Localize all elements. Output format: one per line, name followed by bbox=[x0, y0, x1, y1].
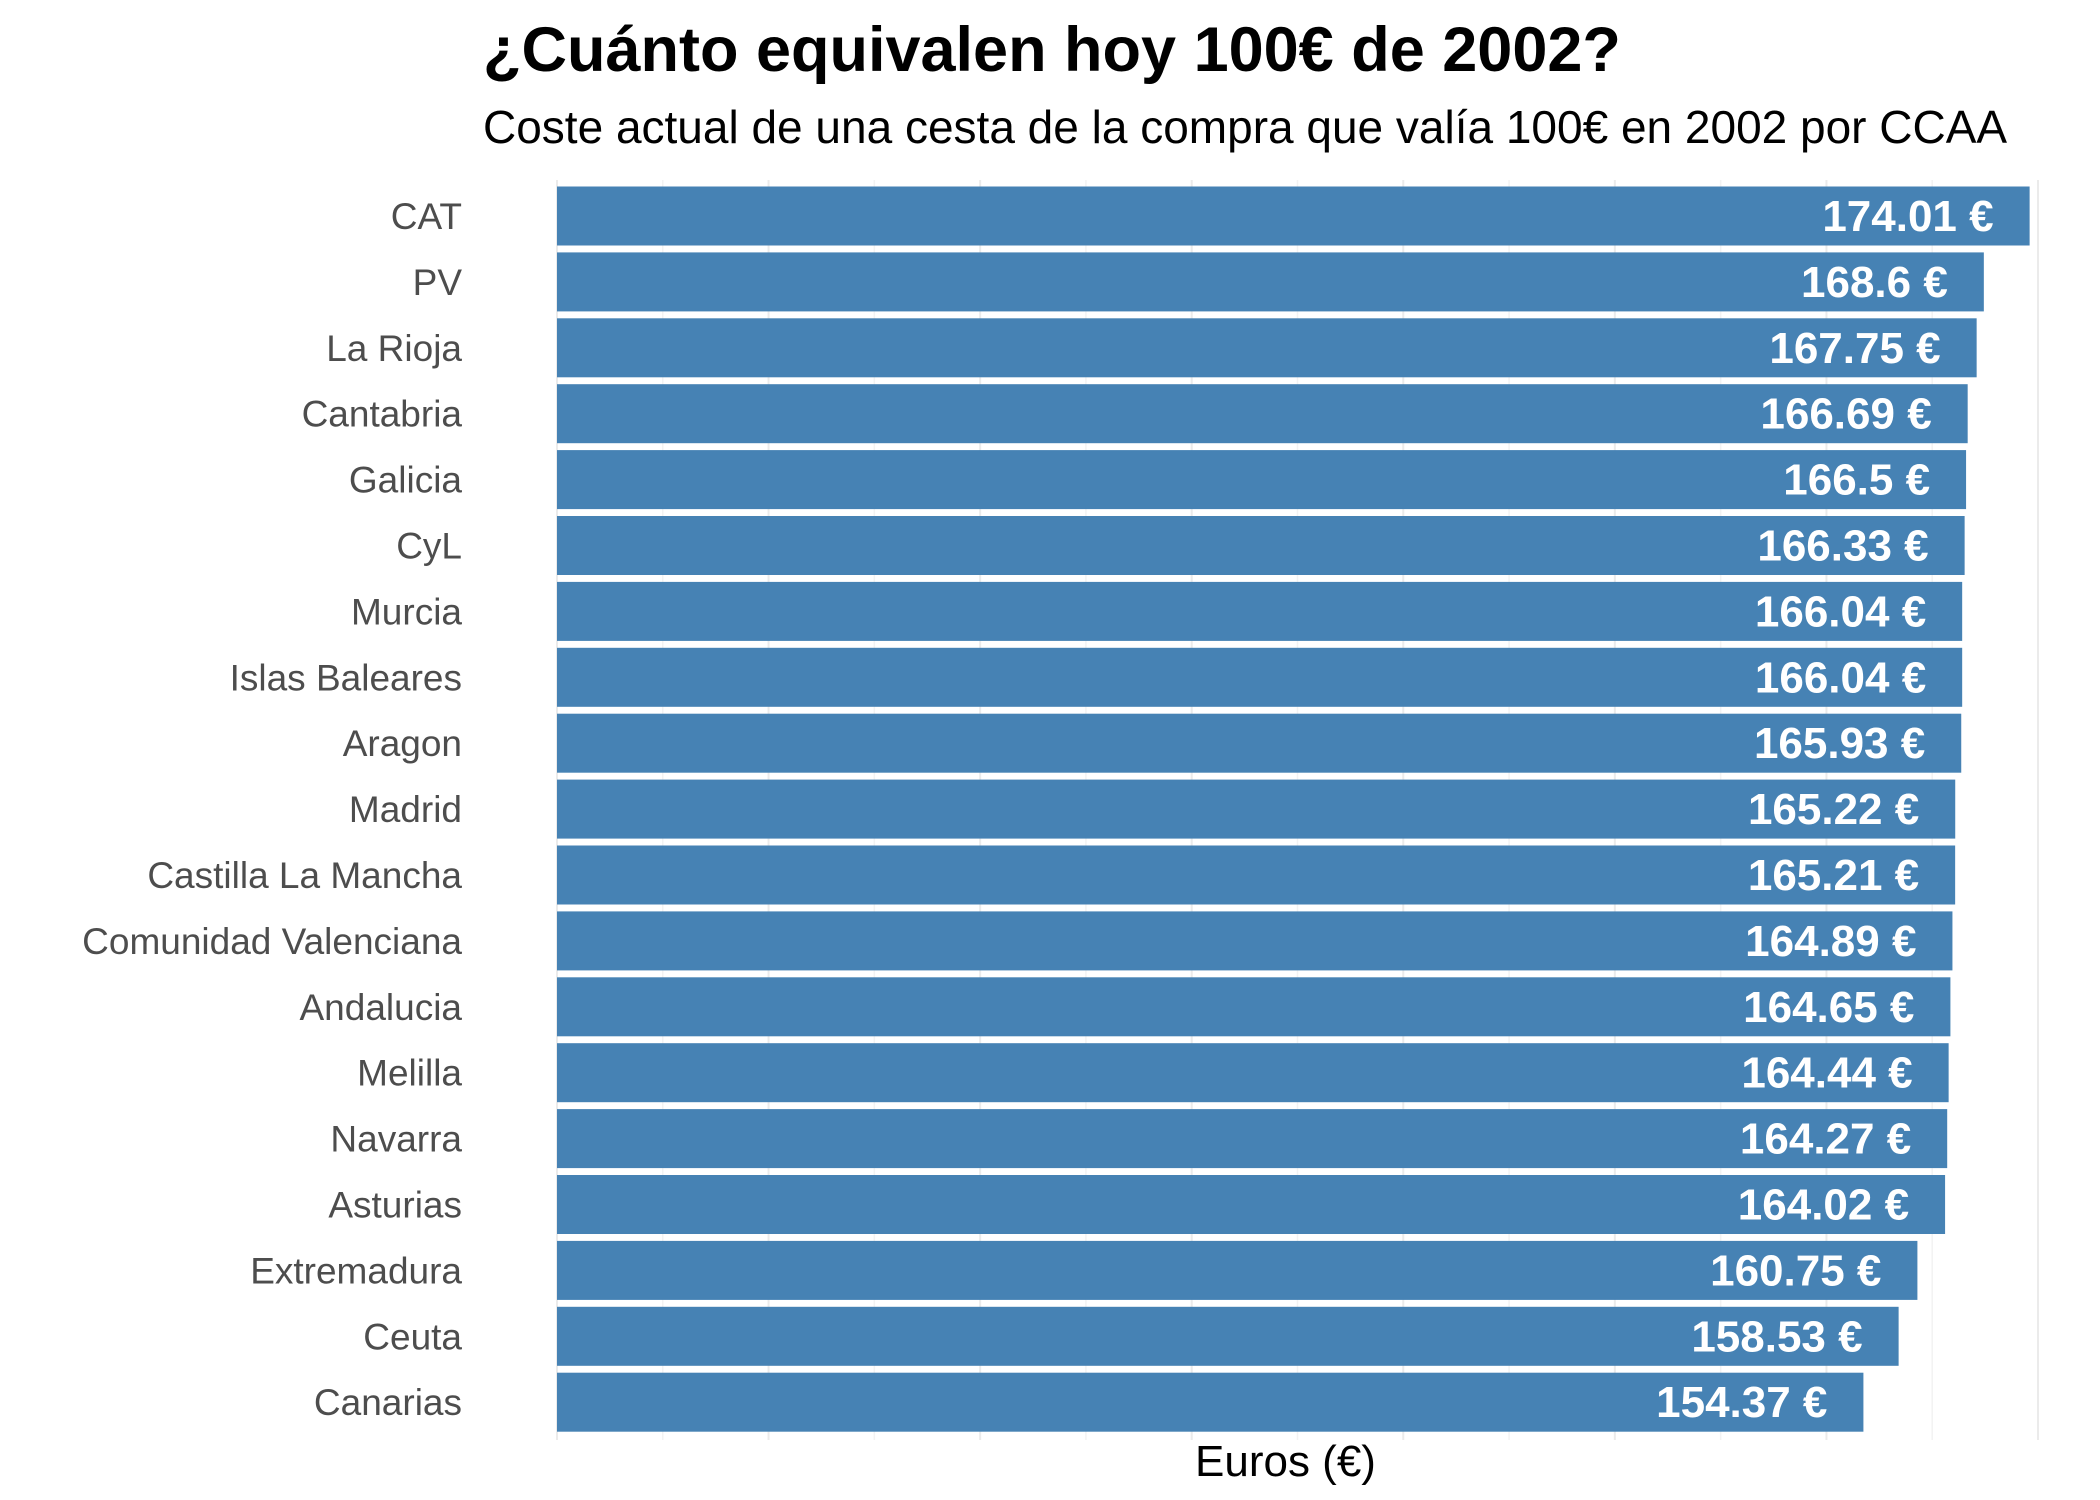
bar-value-label: 160.75 € bbox=[1710, 1246, 1881, 1295]
category-tick-label: Madrid bbox=[349, 789, 462, 830]
bar bbox=[557, 846, 1955, 905]
category-tick-label: Melilla bbox=[357, 1053, 462, 1094]
category-tick-label: PV bbox=[413, 262, 463, 303]
bar bbox=[557, 911, 1952, 970]
category-tick-label: Ceuta bbox=[363, 1316, 462, 1357]
bar bbox=[557, 714, 1961, 773]
bar bbox=[557, 780, 1955, 839]
category-tick-label: Extremadura bbox=[250, 1250, 462, 1291]
bar-value-label: 164.27 € bbox=[1740, 1115, 1911, 1164]
bar bbox=[557, 648, 1962, 707]
bar bbox=[557, 1043, 1949, 1102]
bar-value-label: 166.33 € bbox=[1757, 522, 1928, 571]
bar-value-label: 164.65 € bbox=[1743, 983, 1914, 1032]
bar bbox=[557, 516, 1965, 575]
bar bbox=[557, 582, 1962, 641]
bar-value-label: 164.89 € bbox=[1745, 917, 1916, 966]
category-tick-label: Islas Baleares bbox=[230, 657, 462, 698]
category-tick-label: Castilla La Mancha bbox=[147, 855, 462, 896]
bar-value-label: 166.04 € bbox=[1755, 587, 1926, 636]
bar-value-label: 164.44 € bbox=[1741, 1049, 1912, 1098]
bar bbox=[557, 318, 1977, 377]
category-tick-label: Aragon bbox=[343, 723, 462, 764]
category-tick-label: La Rioja bbox=[326, 328, 462, 369]
bar-value-label: 168.6 € bbox=[1801, 258, 1948, 307]
category-tick-label: Canarias bbox=[314, 1382, 462, 1423]
bar-value-label: 174.01 € bbox=[1822, 192, 1993, 241]
category-tick-label: Cantabria bbox=[302, 394, 463, 435]
category-tick-label: CAT bbox=[391, 196, 462, 237]
bar-chart: 174.01 € CAT 168.6 € PV 167.75 € La Rioja 166.… bbox=[0, 0, 2100, 1500]
x-axis-title: Euros (€) bbox=[1195, 1437, 1376, 1488]
bar-value-label: 164.02 € bbox=[1738, 1181, 1909, 1230]
category-tick-label: Murcia bbox=[351, 591, 462, 632]
bar bbox=[557, 977, 1950, 1036]
bar bbox=[557, 384, 1968, 443]
bar-value-label: 154.37 € bbox=[1656, 1378, 1827, 1427]
bar-value-label: 165.21 € bbox=[1748, 851, 1919, 900]
bar-value-label: 165.22 € bbox=[1748, 785, 1919, 834]
bar bbox=[557, 450, 1966, 509]
category-tick-label: Comunidad Valenciana bbox=[82, 921, 462, 962]
bar bbox=[557, 1109, 1947, 1168]
bar-value-label: 165.93 € bbox=[1754, 719, 1925, 768]
category-tick-label: Navarra bbox=[330, 1119, 462, 1160]
bar-value-label: 158.53 € bbox=[1691, 1312, 1862, 1361]
bar-value-label: 166.5 € bbox=[1783, 456, 1930, 505]
category-tick-label: Andalucia bbox=[299, 987, 462, 1028]
bar-value-label: 166.04 € bbox=[1755, 653, 1926, 702]
category-tick-label: Asturias bbox=[328, 1185, 462, 1226]
category-tick-label: CyL bbox=[396, 526, 462, 567]
bar bbox=[557, 252, 1984, 311]
category-tick-label: Galicia bbox=[349, 460, 463, 501]
bar-value-label: 166.69 € bbox=[1760, 390, 1931, 439]
bar bbox=[557, 187, 2030, 246]
bar-value-label: 167.75 € bbox=[1769, 324, 1940, 373]
